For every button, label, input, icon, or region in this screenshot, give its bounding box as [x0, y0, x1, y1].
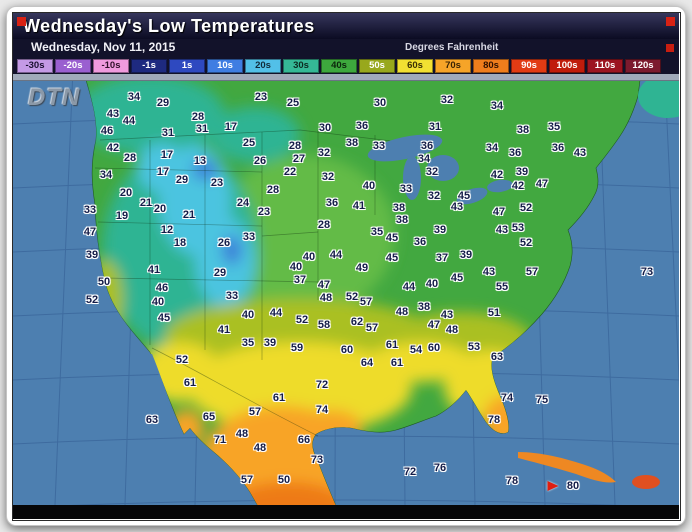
legend-item--1s: -1s — [131, 58, 167, 73]
legend-item--30s: -30s — [17, 58, 53, 73]
legend-item-110s: 110s — [587, 58, 623, 73]
cuba-island — [518, 452, 616, 483]
hispaniola-island — [632, 475, 660, 489]
page-title: Wednesday's Low Temperatures — [23, 15, 315, 36]
temperature-shading — [86, 80, 536, 505]
title-left-accent — [17, 17, 26, 26]
legend-item-70s: 70s — [435, 58, 471, 73]
legend-item--20s: -20s — [55, 58, 91, 73]
date-label: Wednesday, Nov 11, 2015 — [31, 40, 176, 54]
gulf-of-california — [150, 354, 178, 422]
hot-spot-arrow-icon — [547, 481, 559, 491]
legend-item-60s: 60s — [397, 58, 433, 73]
subtitle-bar: Wednesday, Nov 11, 2015 Degrees Fahrenhe… — [13, 39, 679, 57]
subbar-accent — [666, 44, 674, 52]
legend-item-40s: 40s — [321, 58, 357, 73]
legend-item-50s: 50s — [359, 58, 395, 73]
legend-item-10s: 10s — [207, 58, 243, 73]
title-bar: Wednesday's Low Temperatures — [13, 13, 679, 39]
legend-item-1s: 1s — [169, 58, 205, 73]
great-lakes — [367, 134, 513, 205]
dtn-logo: DTN — [28, 84, 81, 111]
atlantic-canada-land — [638, 80, 679, 118]
map-illustration — [13, 80, 679, 505]
map-area[interactable] — [13, 80, 679, 505]
legend-item-120s: 120s — [625, 58, 661, 73]
legend-separator — [13, 74, 679, 81]
legend-item-80s: 80s — [473, 58, 509, 73]
legend-item-30s: 30s — [283, 58, 319, 73]
bottom-bar — [13, 505, 679, 519]
title-right-accent — [666, 17, 675, 26]
temperature-legend: -30s -20s -10s -1s 1s 10s 20s 30s 40s 50s 60s 70s 80… — [13, 57, 679, 74]
legend-item--10s: -10s — [93, 58, 129, 73]
legend-item-90s: 90s — [511, 58, 547, 73]
units-label: Degrees Fahrenheit — [405, 42, 499, 53]
legend-item-100s: 100s — [549, 58, 585, 73]
legend-item-20s: 20s — [245, 58, 281, 73]
